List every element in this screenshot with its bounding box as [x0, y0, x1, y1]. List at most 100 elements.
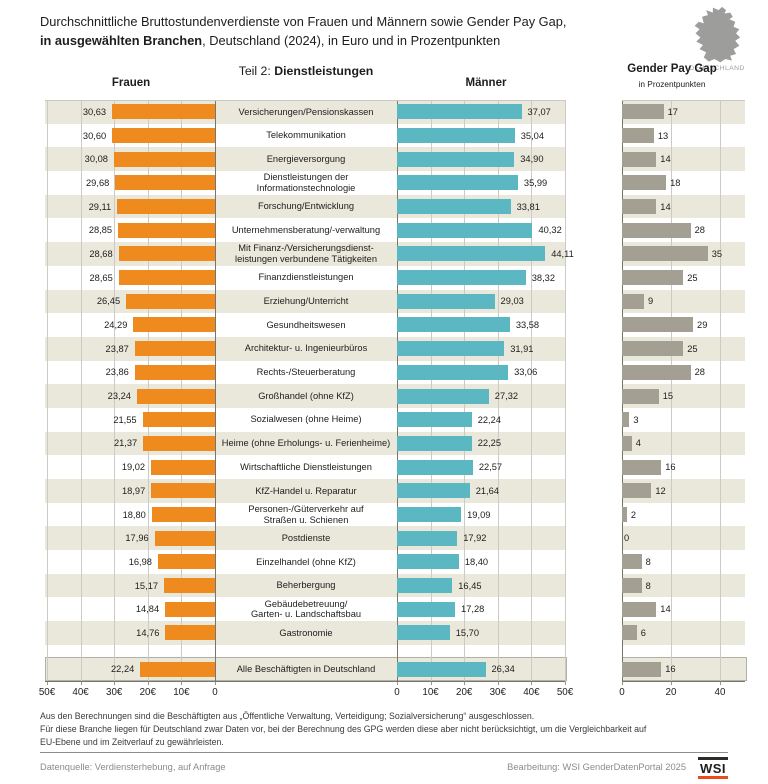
gpg-value: 15 — [662, 391, 674, 402]
gpg-value: 29 — [697, 320, 708, 331]
row-label: Beherbergung — [276, 580, 336, 591]
gridline — [671, 100, 672, 681]
gpg-value: 14 — [660, 154, 671, 165]
gpg-value: 9 — [648, 296, 654, 307]
women-value: 30,63 — [82, 106, 107, 117]
tick — [181, 681, 183, 685]
gridline — [47, 100, 48, 681]
gpg-value: 12 — [655, 485, 666, 496]
row-stripe-gpg — [622, 573, 745, 598]
table-row: 21,37 Heime (ohne Erholungs- u. Ferienhe… — [0, 431, 768, 456]
gpg-bar — [622, 388, 659, 404]
women-bar — [115, 175, 215, 191]
women-bar — [134, 341, 215, 357]
gpg-bar — [622, 127, 654, 143]
men-bar — [397, 127, 515, 143]
gpg-bar — [622, 601, 657, 617]
women-value: 23,86 — [105, 367, 129, 378]
men-value: 35,04 — [520, 130, 544, 141]
gpg-value: 0 — [624, 533, 630, 544]
title-line-1: Durchschnittliche Bruttostundenverdienst… — [40, 14, 567, 29]
women-value: 30,08 — [84, 154, 108, 165]
row-label: Finanzdienstleistungen — [258, 272, 354, 283]
women-bar — [112, 104, 215, 120]
women-bar — [142, 412, 215, 428]
men-bar — [397, 661, 486, 677]
gpg-value: 14 — [660, 201, 671, 212]
men-bar — [397, 554, 459, 570]
row-label: Einzelhandel (ohne KfZ) — [256, 556, 356, 567]
men-value: 44,11 — [551, 248, 574, 259]
men-value: 22,25 — [477, 438, 502, 449]
gpg-bar — [622, 483, 652, 499]
hl dark — [622, 681, 745, 682]
row-label: Gebäudebetreuung/ Garten- u. Landschafts… — [250, 598, 362, 620]
women-value: 26,45 — [96, 296, 121, 307]
men-bar — [397, 222, 533, 238]
row-label: Alle Beschäftigten in Deutschland — [236, 664, 376, 675]
gpg-value: 28 — [694, 367, 705, 378]
women-value: 14,84 — [135, 604, 160, 615]
gpg-bar — [622, 459, 662, 475]
gpg-bar — [622, 104, 664, 120]
men-value: 40,32 — [538, 225, 562, 236]
men-bar — [397, 435, 472, 451]
women-value: 22,24 — [111, 664, 135, 675]
women-value: 18,80 — [122, 509, 146, 520]
axis-tick-label: 20€ — [456, 687, 473, 698]
women-value: 28,65 — [89, 272, 113, 283]
gridline — [565, 100, 566, 681]
row-label: Heime (ohne Erholungs- u. Ferienheime) — [221, 438, 391, 449]
row-stripe-gpg — [622, 289, 745, 314]
men-bar — [397, 341, 505, 357]
men-value: 16,45 — [458, 580, 482, 591]
gpg-value: 6 — [640, 627, 646, 638]
men-bar — [397, 246, 546, 262]
women-bar — [113, 151, 215, 167]
row-label: Rechts-/Steuerberatung — [256, 367, 356, 378]
gpg-bar — [622, 435, 632, 451]
footnote-line: EU-Ebene und im Zeitverlauf zu gewährlei… — [40, 737, 224, 747]
gridline — [114, 100, 116, 681]
table-row: 21,55 Sozialwesen (ohne Heime) 22,24 3 — [0, 408, 768, 432]
table-row: 23,24 Großhandel (ohne KfZ) 27,32 15 — [0, 384, 768, 408]
tick — [114, 681, 116, 685]
gpg-bar — [622, 246, 708, 262]
men-value: 19,09 — [467, 509, 491, 520]
tick — [497, 681, 499, 685]
women-value: 21,37 — [113, 438, 138, 449]
axis-tick-label: 40€ — [72, 687, 89, 698]
axis-tick-label: 10€ — [173, 687, 190, 698]
column-header-women: Frauen — [111, 77, 151, 89]
table-row: 14,84 Gebäudebetreuung/ Garten- u. Lands… — [0, 597, 768, 621]
gpg-value: 16 — [665, 664, 676, 675]
women-value: 17,96 — [125, 533, 149, 544]
men-bar — [397, 270, 526, 286]
table-row: 28,85 Unternehmensberatung/-verwaltung 4… — [0, 218, 768, 242]
tick — [215, 681, 216, 685]
axis-tick-label: 50€ — [556, 687, 574, 698]
tick — [671, 681, 672, 685]
column-header-men: Männer — [465, 77, 507, 89]
gpg-bar — [622, 661, 662, 677]
table-row: 14,76 Gastronomie 15,70 6 — [0, 621, 768, 645]
tick — [80, 681, 82, 685]
row-label: Großhandel (ohne KfZ) — [258, 390, 354, 401]
women-bar — [151, 459, 215, 475]
gpg-bar — [622, 270, 684, 286]
tick — [464, 681, 466, 685]
women-bar — [136, 388, 215, 404]
women-bar — [133, 317, 215, 333]
tick — [397, 681, 398, 685]
hl dark — [45, 681, 565, 682]
column-header-gpg-sub: in Prozentpunkten — [638, 79, 706, 89]
footnote-line: Aus den Berechnungen sind die Beschäftig… — [40, 711, 535, 721]
row-stripe-gpg — [622, 621, 745, 645]
gpg-value: 14 — [660, 604, 671, 615]
axis-tick-label: 0 — [212, 687, 218, 698]
row-stripe-gpg — [622, 526, 745, 551]
gpg-value: 16 — [665, 462, 676, 473]
gpg-bar — [622, 364, 691, 380]
axis-tick-label: 40€ — [523, 687, 540, 698]
row-label: Postdienste — [281, 532, 331, 543]
